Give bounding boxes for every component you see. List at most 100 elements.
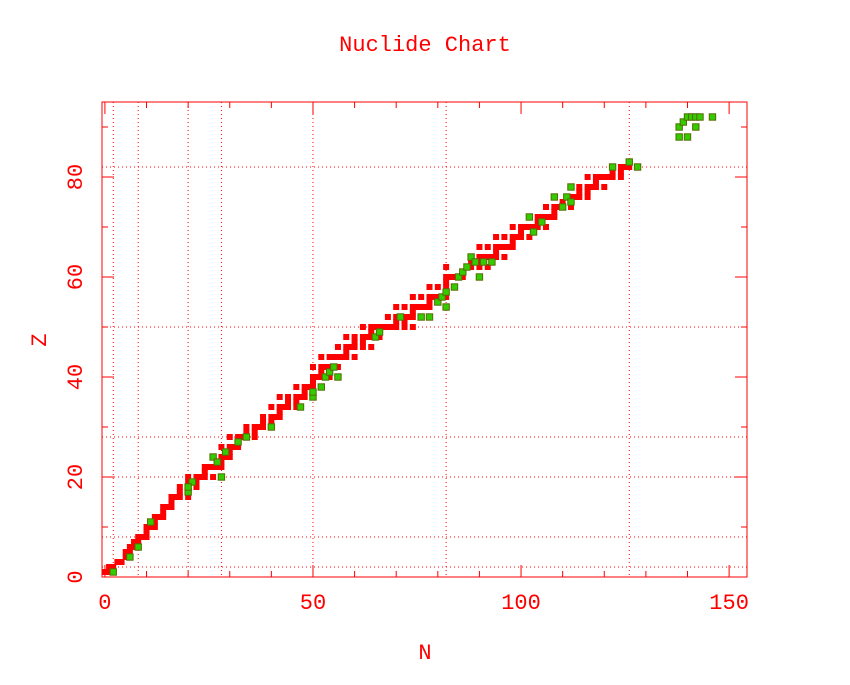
- point: [230, 444, 237, 450]
- point: [185, 474, 192, 480]
- point: [334, 354, 341, 360]
- point: [114, 559, 121, 565]
- point: [326, 374, 333, 380]
- point: [276, 414, 283, 420]
- point: [188, 478, 197, 486]
- point: [434, 298, 442, 306]
- point: [371, 333, 380, 341]
- point: [509, 224, 516, 230]
- point: [376, 334, 383, 340]
- point: [534, 224, 541, 230]
- point: [226, 444, 233, 450]
- point: [126, 544, 133, 550]
- x-tick-label: 150: [709, 591, 749, 616]
- point: [242, 433, 251, 441]
- point: [625, 158, 633, 166]
- point: [426, 284, 433, 290]
- point: [135, 539, 142, 545]
- point: [326, 354, 333, 360]
- point: [609, 169, 616, 175]
- point: [468, 264, 475, 270]
- point: [576, 194, 583, 200]
- point: [135, 534, 142, 540]
- point: [285, 399, 292, 405]
- point: [484, 244, 491, 250]
- point: [493, 249, 500, 255]
- point: [584, 194, 591, 200]
- point: [351, 339, 358, 345]
- point: [588, 184, 595, 190]
- point: [151, 514, 158, 520]
- point: [509, 239, 516, 245]
- point: [368, 329, 375, 335]
- point: [239, 434, 246, 440]
- point: [484, 264, 491, 270]
- point: [375, 328, 384, 336]
- point: [509, 244, 516, 250]
- point: [443, 264, 450, 270]
- point: [476, 259, 483, 265]
- point: [276, 394, 283, 400]
- point: [185, 479, 192, 485]
- point: [434, 284, 441, 290]
- point: [538, 214, 545, 220]
- point: [522, 224, 529, 230]
- point: [476, 254, 483, 260]
- y-tick-label: 40: [64, 364, 89, 390]
- point: [480, 254, 487, 260]
- point: [426, 294, 433, 300]
- point: [176, 489, 183, 495]
- point: [151, 519, 158, 525]
- point: [221, 448, 230, 456]
- point: [401, 324, 408, 330]
- point: [505, 244, 512, 250]
- point: [301, 389, 308, 395]
- point: [459, 268, 467, 276]
- point: [468, 259, 475, 265]
- point: [297, 394, 304, 400]
- point: [176, 484, 183, 490]
- point: [493, 244, 500, 250]
- point: [576, 184, 583, 190]
- point: [401, 319, 408, 325]
- point: [218, 459, 225, 465]
- point: [409, 314, 416, 320]
- point: [509, 234, 516, 240]
- point: [430, 294, 437, 300]
- point: [184, 483, 192, 491]
- point: [106, 564, 113, 570]
- point: [605, 174, 612, 180]
- plot-frame: [101, 101, 748, 578]
- point: [351, 354, 358, 360]
- point: [359, 344, 366, 350]
- point: [425, 313, 434, 321]
- point: [314, 374, 321, 380]
- point: [251, 424, 258, 430]
- point: [418, 304, 425, 310]
- point: [592, 184, 599, 190]
- point: [285, 394, 292, 400]
- point: [380, 324, 387, 330]
- point: [251, 434, 258, 440]
- point: [675, 123, 683, 131]
- point: [351, 344, 358, 350]
- point: [389, 324, 396, 330]
- point: [475, 273, 484, 281]
- point: [518, 234, 525, 240]
- point: [476, 244, 483, 250]
- point: [318, 354, 325, 360]
- point: [296, 403, 305, 411]
- point: [405, 314, 412, 320]
- point: [330, 363, 338, 371]
- y-axis-label: Z: [28, 333, 53, 346]
- point: [567, 204, 574, 210]
- point: [168, 504, 175, 510]
- point: [479, 258, 488, 266]
- point: [213, 458, 221, 466]
- point: [285, 404, 292, 410]
- point: [434, 294, 441, 300]
- point: [543, 204, 550, 210]
- point: [255, 424, 262, 430]
